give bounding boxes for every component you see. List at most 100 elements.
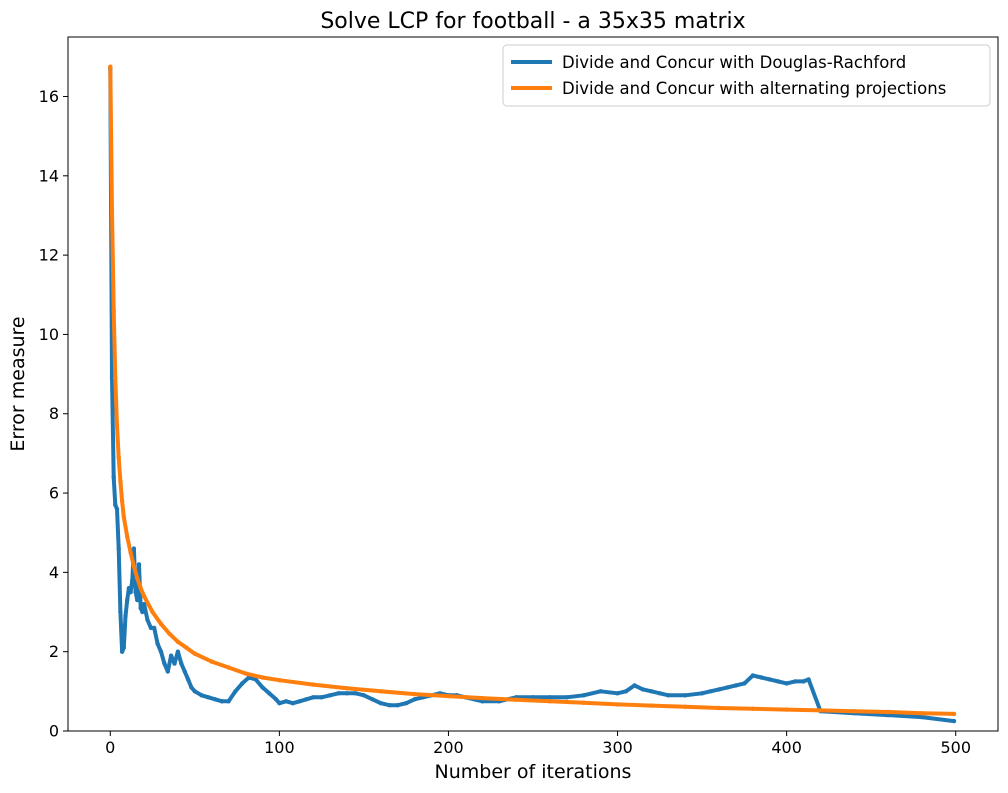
legend-label-series-1: Divide and Concur with Douglas-Rachford	[562, 53, 906, 72]
data-point	[140, 609, 145, 615]
data-point	[109, 375, 115, 381]
data-point	[168, 653, 174, 658]
data-point	[344, 686, 350, 691]
data-point	[114, 423, 120, 428]
data-point	[125, 534, 130, 539]
data-point	[136, 562, 142, 567]
data-point	[113, 375, 118, 381]
data-point	[277, 678, 282, 683]
data-point	[123, 613, 128, 619]
data-point	[189, 685, 194, 690]
data-point	[260, 685, 265, 690]
data-point	[623, 689, 629, 694]
data-point	[260, 675, 265, 680]
data-point	[513, 697, 519, 702]
data-point	[767, 677, 772, 682]
data-point	[138, 605, 143, 611]
data-point	[113, 502, 118, 508]
data-point	[311, 695, 316, 700]
data-point	[336, 691, 341, 696]
data-point	[175, 639, 181, 644]
series-line	[108, 64, 956, 716]
data-point	[784, 707, 789, 712]
data-point	[133, 590, 138, 595]
data-point	[135, 576, 140, 581]
data-point	[344, 691, 350, 696]
data-point	[273, 697, 279, 702]
data-point	[370, 697, 375, 702]
data-point	[119, 649, 125, 654]
y-tick-label: 12	[39, 246, 59, 265]
data-point	[480, 695, 485, 701]
data-point	[128, 550, 133, 555]
data-point	[378, 689, 383, 694]
y-tick-label: 6	[49, 484, 59, 503]
data-point	[564, 695, 569, 700]
data-point	[233, 689, 238, 694]
data-point	[404, 701, 409, 706]
data-point	[128, 590, 133, 595]
series-2	[108, 64, 957, 717]
data-point	[158, 621, 164, 627]
data-point	[353, 691, 358, 696]
chart-title: Solve LCP for football - a 35x35 matrix	[320, 9, 745, 34]
data-point	[319, 695, 324, 700]
x-tick-label: 400	[771, 738, 802, 757]
data-point	[283, 699, 289, 704]
data-point	[206, 695, 211, 700]
data-point	[253, 677, 258, 682]
data-point	[226, 665, 231, 670]
data-point	[165, 669, 170, 674]
data-point	[395, 703, 400, 708]
data-point	[219, 699, 225, 704]
data-point	[184, 645, 189, 650]
data-point	[725, 685, 730, 690]
data-point	[885, 709, 891, 715]
x-tick-label: 100	[264, 738, 295, 757]
x-axis: 0 100 200 300 400 500	[105, 731, 971, 757]
legend-label-series-2: Divide and Concur with alternating proje…	[562, 79, 946, 98]
x-tick-label: 0	[105, 738, 115, 757]
data-point	[852, 709, 857, 714]
data-point	[801, 679, 806, 684]
data-point	[121, 645, 127, 650]
data-point	[649, 689, 654, 694]
data-point	[951, 718, 957, 724]
data-point	[145, 617, 150, 623]
data-point	[199, 693, 204, 698]
data-point	[179, 661, 184, 666]
data-point	[209, 659, 214, 664]
y-tick-label: 16	[39, 87, 59, 106]
data-point	[126, 586, 132, 591]
y-tick-label: 4	[49, 563, 59, 582]
data-point	[141, 594, 147, 599]
data-point	[290, 701, 296, 706]
data-point	[114, 506, 120, 512]
data-point	[919, 711, 925, 716]
data-point	[733, 683, 739, 688]
data-point	[297, 699, 302, 704]
data-point	[118, 609, 123, 615]
data-point	[212, 697, 218, 702]
data-point	[240, 681, 245, 686]
data-point	[152, 625, 157, 631]
data-point	[598, 689, 603, 694]
data-point	[683, 693, 688, 698]
data-point	[615, 691, 620, 696]
data-point	[108, 64, 113, 69]
data-point	[182, 669, 187, 674]
data-point	[716, 687, 722, 692]
data-point	[267, 691, 272, 696]
data-point	[742, 681, 747, 686]
data-point	[192, 651, 197, 656]
data-point	[121, 514, 127, 520]
data-point	[716, 705, 722, 711]
data-point	[792, 679, 798, 684]
y-axis-label: Error measure	[7, 316, 29, 451]
data-point	[581, 693, 586, 698]
data-point	[683, 704, 688, 709]
data-point	[547, 699, 553, 704]
data-point	[109, 209, 115, 214]
data-point	[155, 641, 160, 646]
